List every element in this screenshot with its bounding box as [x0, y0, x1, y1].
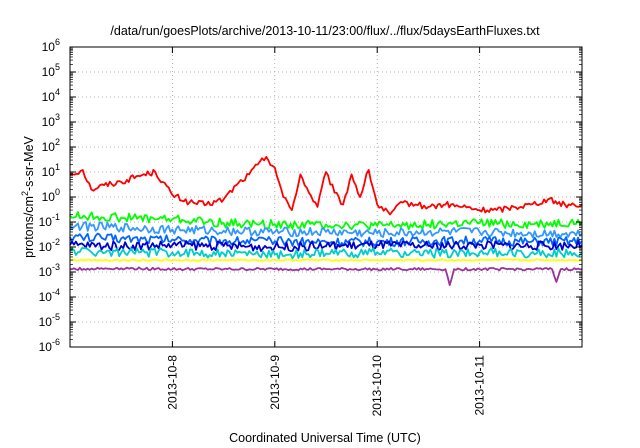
y-tick-label: 102	[42, 137, 60, 154]
y-tick-label: 104	[42, 87, 60, 104]
y-tick-label: 10-1	[39, 212, 60, 229]
grid	[70, 47, 582, 347]
series-line-2	[69, 211, 583, 231]
series-line-8	[70, 266, 583, 287]
ticks: 10-6 10-5 10-4 10-3 10-2 10-1 100 101 102 103 104 1…	[39, 37, 582, 416]
x-axis-label: Coordinated Universal Time (UTC)	[229, 431, 421, 445]
series-line-7	[69, 258, 583, 262]
y-tick-label: 106	[42, 37, 60, 54]
y-tick-label: 10-4	[39, 287, 60, 304]
x-tick-label: 2013-10-10	[370, 355, 384, 417]
series-line-4	[69, 232, 583, 248]
y-tick-label: 10-3	[39, 262, 60, 279]
x-tick-label: 2013-10-8	[165, 355, 179, 410]
y-tick-label: 10-5	[39, 312, 60, 329]
y-tick-label: 10-2	[39, 237, 60, 254]
y-tick-label: 103	[42, 112, 60, 129]
series-group	[69, 155, 583, 287]
y-tick-label: 101	[42, 162, 60, 179]
y-tick-label: 10-6	[39, 337, 60, 354]
series-line-5	[69, 239, 583, 253]
x-tick-label: 2013-10-11	[473, 355, 487, 416]
series-line-6	[69, 247, 583, 260]
x-tick-label: 2013-10-9	[268, 355, 282, 410]
series-line-3	[69, 221, 583, 239]
y-tick-label: 105	[42, 62, 60, 79]
chart-title: /data/run/goesPlots/archive/2013-10-11/2…	[110, 24, 540, 38]
y-tick-label: 100	[42, 187, 60, 204]
y-axis-label: protons/cm2-s-sr-MeV	[20, 135, 36, 257]
series-line-1	[69, 155, 583, 216]
